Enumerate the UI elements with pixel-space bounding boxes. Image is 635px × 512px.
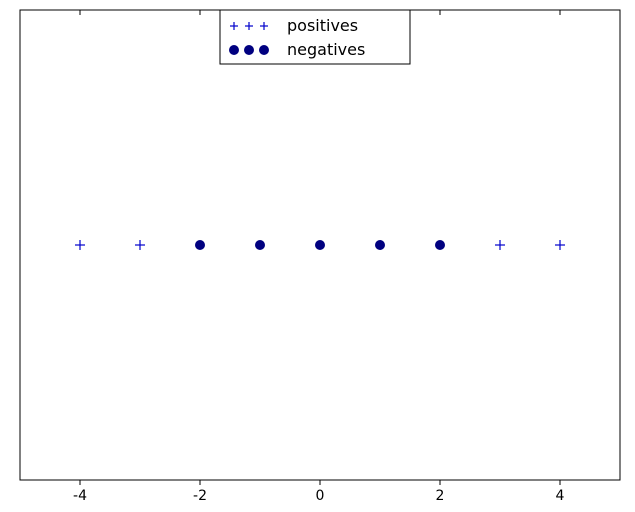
chart-container: -4 -2 0 2 4 positives negatives — [0, 0, 635, 512]
chart-bg — [0, 0, 635, 512]
circle-marker — [259, 45, 269, 55]
legend: positives negatives — [220, 10, 410, 64]
x-tick-label: -4 — [73, 488, 87, 504]
circle-marker — [435, 240, 445, 250]
circle-marker — [195, 240, 205, 250]
x-tick-label: 0 — [316, 488, 325, 504]
legend-symbol — [229, 45, 269, 55]
x-tick-label: 2 — [436, 488, 445, 504]
legend-label: negatives — [287, 40, 365, 59]
circle-marker — [229, 45, 239, 55]
x-tick-label: -2 — [193, 488, 207, 504]
circle-marker — [315, 240, 325, 250]
circle-marker — [375, 240, 385, 250]
circle-marker — [255, 240, 265, 250]
legend-label: positives — [287, 16, 358, 35]
x-tick-label: 4 — [556, 488, 565, 504]
circle-marker — [244, 45, 254, 55]
scatter-chart: -4 -2 0 2 4 positives negatives — [0, 0, 635, 512]
